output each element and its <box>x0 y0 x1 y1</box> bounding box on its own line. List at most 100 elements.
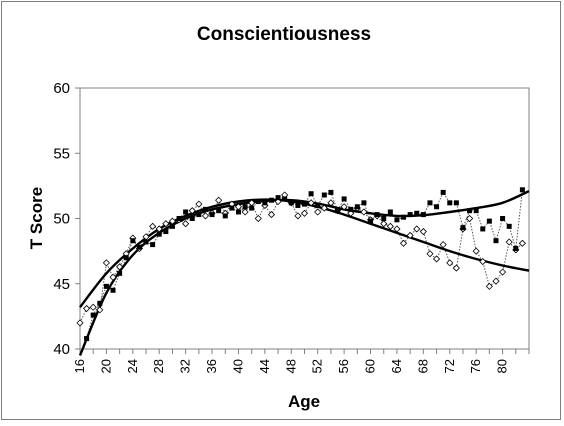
square-point <box>401 214 407 220</box>
diamond-point <box>439 241 447 249</box>
diamond-point <box>320 204 328 212</box>
y-tick-label: 45 <box>53 276 70 293</box>
square-point <box>110 287 116 293</box>
square-point <box>242 204 248 210</box>
diamond-point <box>492 277 500 285</box>
square-point <box>308 191 314 197</box>
square-point <box>255 199 261 205</box>
diamond-point <box>149 222 157 230</box>
square-point <box>117 270 123 276</box>
square-point <box>103 283 109 289</box>
square-point <box>361 200 367 206</box>
diamond-point <box>102 259 110 267</box>
x-tick-label: 44 <box>257 359 272 373</box>
square-point <box>302 201 307 207</box>
square-point <box>394 217 400 223</box>
diamond-point <box>485 282 493 290</box>
chart-svg: Conscientiousness T Score Age 40 45 50 55 60… <box>27 24 530 411</box>
square-point <box>440 189 446 195</box>
diamond-point <box>109 273 117 281</box>
square-point <box>282 196 288 202</box>
diamond-point <box>201 212 210 220</box>
square-point <box>493 238 499 244</box>
square-point <box>262 200 268 206</box>
diamond-point <box>386 222 394 230</box>
square-point <box>341 196 347 202</box>
square-point <box>150 242 156 248</box>
square-point <box>136 244 142 250</box>
diamond-point <box>76 319 84 327</box>
diamond-point <box>254 214 262 223</box>
diamond-point <box>215 196 223 204</box>
square-point <box>486 218 492 224</box>
square-point <box>321 192 327 198</box>
square-point <box>222 213 228 219</box>
square-point <box>420 212 426 218</box>
trend-curve-square-series <box>78 190 530 356</box>
square-point <box>348 206 354 212</box>
diamond-point <box>380 220 388 228</box>
diamond-point <box>479 257 487 266</box>
diamond-point <box>472 247 480 255</box>
square-point <box>295 202 301 208</box>
x-tick-label: 64 <box>389 359 404 373</box>
square-point <box>130 238 136 244</box>
square-point <box>453 200 459 206</box>
diamond-point <box>419 227 427 236</box>
diamond-point <box>406 231 414 240</box>
square-point <box>434 204 440 210</box>
y-tick-label: 50 <box>53 211 70 228</box>
x-tick-label: 60 <box>363 359 378 373</box>
diamond-point <box>294 212 302 220</box>
square-point <box>354 204 360 210</box>
x-axis-title: Age <box>288 392 320 411</box>
square-point <box>176 216 182 221</box>
chart-frame: Conscientiousness T Score Age 40 45 50 55 60… <box>1 1 561 420</box>
square-point <box>268 197 274 203</box>
diamond-point <box>446 259 454 267</box>
x-tick-label: 68 <box>415 359 430 373</box>
square-point <box>163 229 169 235</box>
square-point <box>202 206 208 212</box>
diamond-point <box>314 208 322 216</box>
square-point <box>374 212 380 218</box>
x-tick-label: 16 <box>72 359 87 373</box>
diamond-point <box>452 264 460 272</box>
square-point <box>467 208 473 214</box>
square-point <box>169 223 175 229</box>
x-tick-label: 52 <box>310 359 325 373</box>
square-point <box>407 212 413 218</box>
x-tick-label: 28 <box>151 359 166 373</box>
diamond-point <box>195 200 203 208</box>
square-point <box>183 209 189 215</box>
y-axis-title: T Score <box>27 187 46 249</box>
x-tick-label: 56 <box>336 359 351 373</box>
square-point <box>506 223 512 229</box>
diamond-point <box>89 303 97 311</box>
diamond-point <box>393 225 401 233</box>
square-point <box>427 200 433 206</box>
y-tick-label: 55 <box>53 145 70 162</box>
diamond-point <box>426 250 434 258</box>
x-tick-label: 20 <box>98 359 113 373</box>
square-point <box>381 216 387 221</box>
square-point <box>480 226 486 232</box>
square-point <box>235 209 241 215</box>
square-point <box>275 195 281 201</box>
diamond-point <box>499 268 507 276</box>
x-tick-label: 72 <box>442 359 457 373</box>
square-point <box>460 225 466 231</box>
square-point <box>387 209 393 215</box>
x-tick-label: 76 <box>468 359 483 373</box>
x-tick-label: 80 <box>495 359 510 373</box>
diamond-point <box>466 214 474 223</box>
square-point <box>84 336 90 342</box>
square-point <box>229 205 235 211</box>
diamond-point <box>162 220 170 228</box>
diamond-point <box>432 255 441 263</box>
x-tick-label: 24 <box>125 359 140 373</box>
diamond-point <box>340 203 348 211</box>
diamond-point <box>300 209 309 217</box>
diamond-point <box>116 263 124 271</box>
diamond-point <box>241 208 249 216</box>
